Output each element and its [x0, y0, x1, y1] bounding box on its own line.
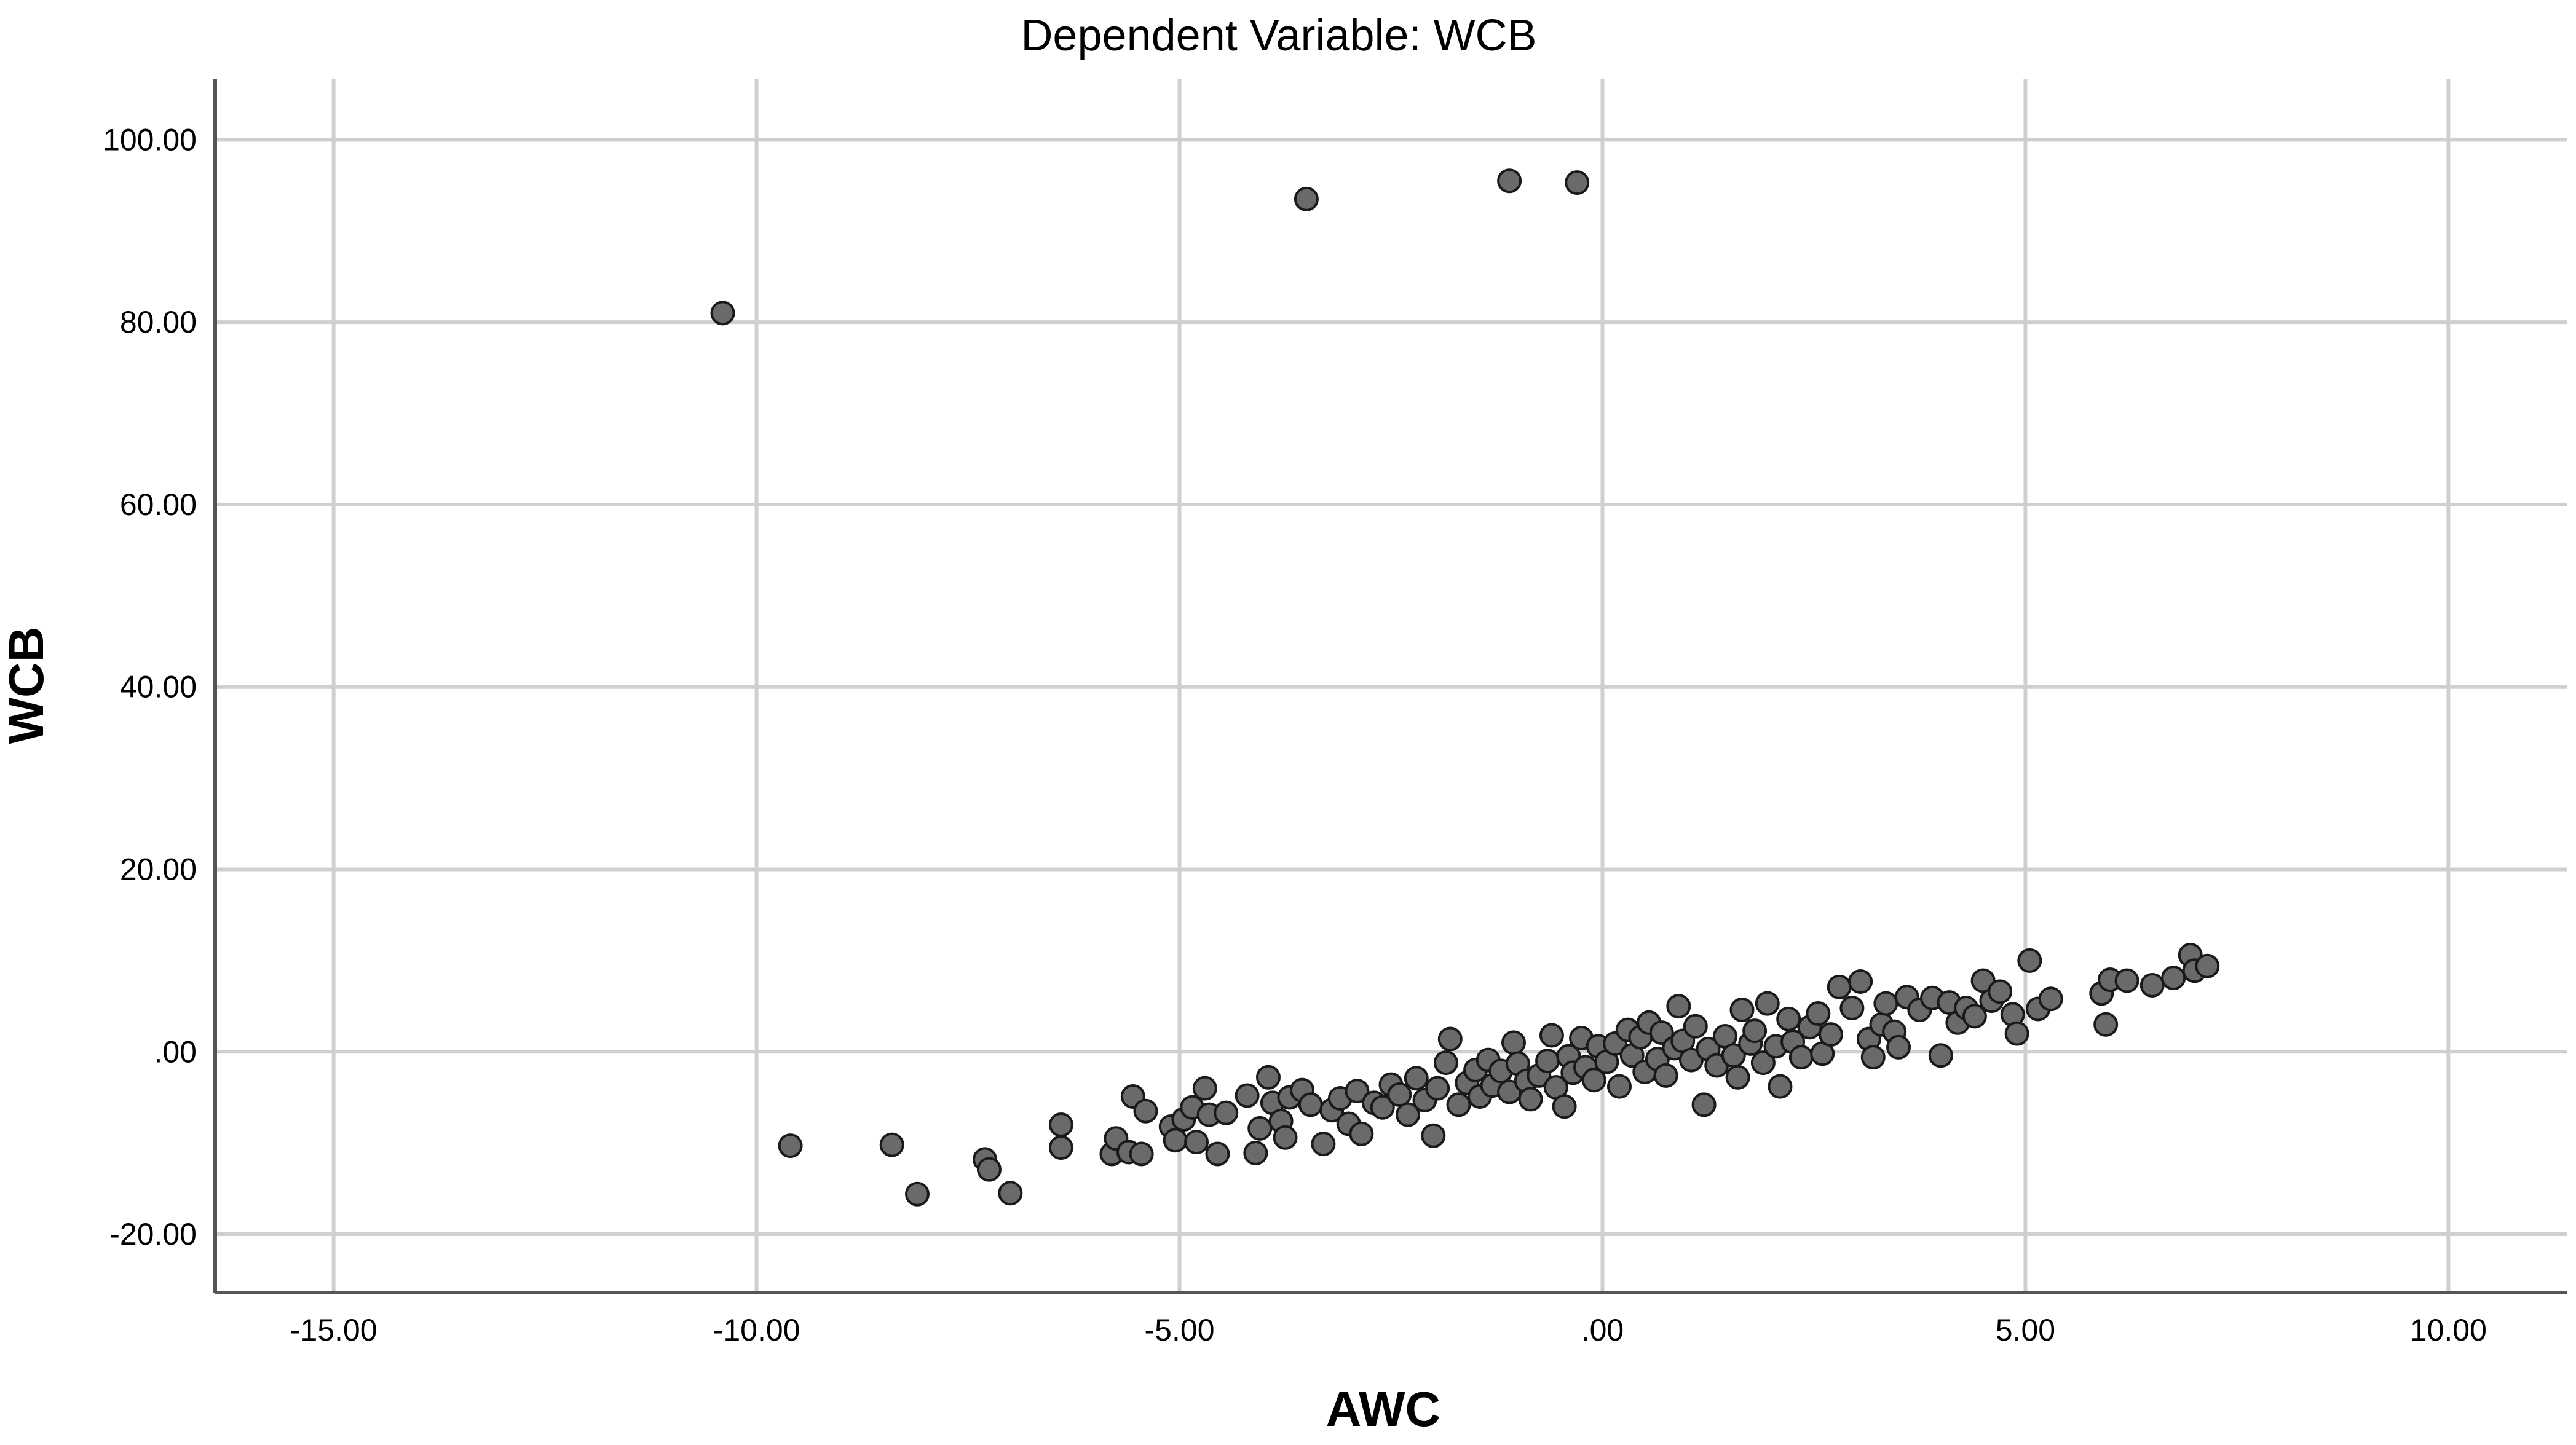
x-tick-label: -10.00	[713, 1313, 800, 1347]
data-point	[1349, 1121, 1374, 1146]
y-tick-label: 60.00	[120, 487, 197, 522]
data-point	[1776, 1006, 1801, 1031]
data-point	[1552, 1094, 1577, 1119]
data-point	[1886, 1034, 1911, 1060]
data-point	[1243, 1140, 1268, 1165]
data-point	[1437, 1026, 1463, 1052]
data-points	[710, 168, 2220, 1207]
y-tick-label: 100.00	[103, 122, 197, 157]
data-point	[1873, 991, 1898, 1016]
data-point	[1205, 1141, 1230, 1167]
data-point	[2114, 968, 2139, 993]
data-point	[1788, 1045, 1814, 1070]
data-point	[1192, 1076, 1217, 1101]
data-point	[778, 1133, 803, 1159]
data-point	[1606, 1074, 1632, 1099]
data-point	[1184, 1130, 1209, 1155]
data-point	[1370, 1095, 1395, 1120]
data-point	[710, 301, 735, 326]
y-tick-label: 20.00	[120, 852, 197, 886]
data-point	[1497, 1079, 1522, 1104]
data-point	[2017, 948, 2042, 973]
data-point	[2038, 986, 2063, 1012]
x-tick-label: 10.00	[2410, 1313, 2487, 1347]
data-point	[1133, 1098, 1158, 1124]
data-point	[1725, 1065, 1750, 1090]
data-point	[1755, 991, 1780, 1016]
data-point	[1247, 1116, 1273, 1141]
data-point	[2161, 966, 2186, 991]
data-point	[1501, 1030, 1527, 1055]
data-point	[1860, 1045, 1886, 1070]
data-point	[1806, 1001, 1831, 1026]
data-point	[1345, 1079, 1370, 1104]
data-point	[1311, 1132, 1336, 1157]
data-point	[1129, 1141, 1154, 1167]
data-point	[1818, 1022, 1843, 1047]
data-point	[1683, 1014, 1708, 1039]
data-point	[1970, 968, 1996, 993]
data-point	[1581, 1068, 1606, 1093]
data-point	[1750, 1050, 1776, 1076]
data-point	[1446, 1092, 1471, 1117]
data-point	[1214, 1100, 1239, 1125]
data-point	[2139, 972, 2165, 998]
y-tick-label: 80.00	[120, 305, 197, 339]
x-tick-label: .00	[1581, 1313, 1624, 1347]
x-axis-label: AWC	[1326, 1382, 1441, 1436]
data-point	[1928, 1043, 1953, 1068]
data-point	[1848, 969, 1873, 994]
data-point	[2093, 1012, 2119, 1037]
data-point	[1988, 979, 2013, 1004]
data-point	[1048, 1112, 1073, 1137]
data-point	[1497, 168, 1522, 194]
y-axis-label: WCB	[0, 626, 53, 744]
grid	[215, 79, 2567, 1293]
data-point	[1387, 1082, 1412, 1108]
data-point	[879, 1132, 904, 1157]
data-point	[1048, 1135, 1073, 1160]
data-point	[1827, 974, 1852, 999]
data-point	[1235, 1083, 1260, 1108]
data-point	[1518, 1087, 1543, 1112]
data-point	[1653, 1063, 1678, 1088]
x-tick-label: 5.00	[1996, 1313, 2055, 1347]
y-tick-label: -20.00	[109, 1217, 197, 1251]
data-point	[1298, 1092, 1323, 1117]
chart-title: Dependent Variable: WCB	[1021, 11, 1536, 60]
data-point	[1839, 996, 1865, 1021]
x-tick-label: -5.00	[1145, 1313, 1215, 1347]
data-point	[1294, 186, 1319, 211]
data-point	[1433, 1050, 1458, 1076]
x-tick-label: -15.00	[290, 1313, 377, 1347]
tick-labels: -15.00 -10.00 -5.00 .00 5.00 10.00 -20.00 .00 20…	[103, 122, 2487, 1347]
data-point	[1535, 1049, 1560, 1074]
data-point	[1742, 1018, 1768, 1044]
data-point	[1404, 1066, 1429, 1091]
data-point	[998, 1181, 1023, 1206]
y-tick-label: 40.00	[120, 670, 197, 704]
data-point	[1273, 1125, 1298, 1150]
data-point	[2195, 953, 2220, 978]
data-point	[1678, 1047, 1704, 1073]
data-point	[976, 1157, 1002, 1182]
y-tick-label: .00	[154, 1034, 197, 1069]
data-point	[1666, 994, 1691, 1019]
data-point	[1962, 1004, 1987, 1029]
data-point	[1255, 1065, 1281, 1090]
data-point	[1421, 1123, 1446, 1148]
data-point	[1768, 1074, 1793, 1099]
data-point	[1691, 1092, 1717, 1117]
data-point	[1425, 1076, 1450, 1101]
data-point	[1539, 1023, 1564, 1048]
data-point	[904, 1181, 930, 1207]
data-point	[2004, 1021, 2029, 1046]
data-point	[1163, 1128, 1188, 1153]
data-point	[1396, 1102, 1421, 1127]
data-point	[1729, 998, 1755, 1023]
data-point	[1565, 170, 1590, 195]
axes	[213, 79, 2567, 1294]
